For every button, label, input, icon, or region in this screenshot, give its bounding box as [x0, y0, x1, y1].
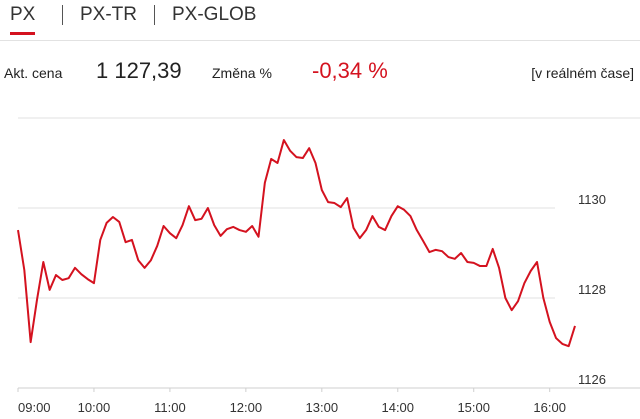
x-tick-label: 11:00 [154, 400, 186, 415]
x-tick-label: 12:00 [230, 400, 263, 415]
tab[interactable]: PX-GLOB [172, 4, 257, 25]
x-tick-label: 16:00 [533, 400, 566, 415]
x-tick-label: 09:00 [18, 400, 51, 415]
tab[interactable]: PX [10, 4, 36, 35]
x-tick-label: 15:00 [457, 400, 490, 415]
status: [v reálném čase] [531, 65, 634, 81]
change-label: Změna % [212, 65, 272, 81]
price-line [17, 139, 576, 348]
quote-row: Akt. cena 1 127,39 Změna % -0,34 % [v re… [0, 56, 640, 86]
y-tick-label: 1126 [578, 372, 606, 387]
x-tick-label: 14:00 [381, 400, 414, 415]
x-tick-label: 13:00 [306, 400, 339, 415]
price: 1 127,39 [96, 58, 182, 83]
separator [154, 5, 155, 25]
y-tick-label: 1128 [578, 282, 606, 297]
change: -0,34 % [312, 58, 388, 83]
price-label: Akt. cena [4, 65, 63, 81]
separator [62, 5, 63, 25]
y-tick-label: 1130 [578, 192, 606, 207]
tab-bar: PX PX-TR PX-GLOB [0, 0, 640, 41]
x-tick-label: 10:00 [78, 400, 111, 415]
tab[interactable]: PX-TR [80, 4, 137, 25]
